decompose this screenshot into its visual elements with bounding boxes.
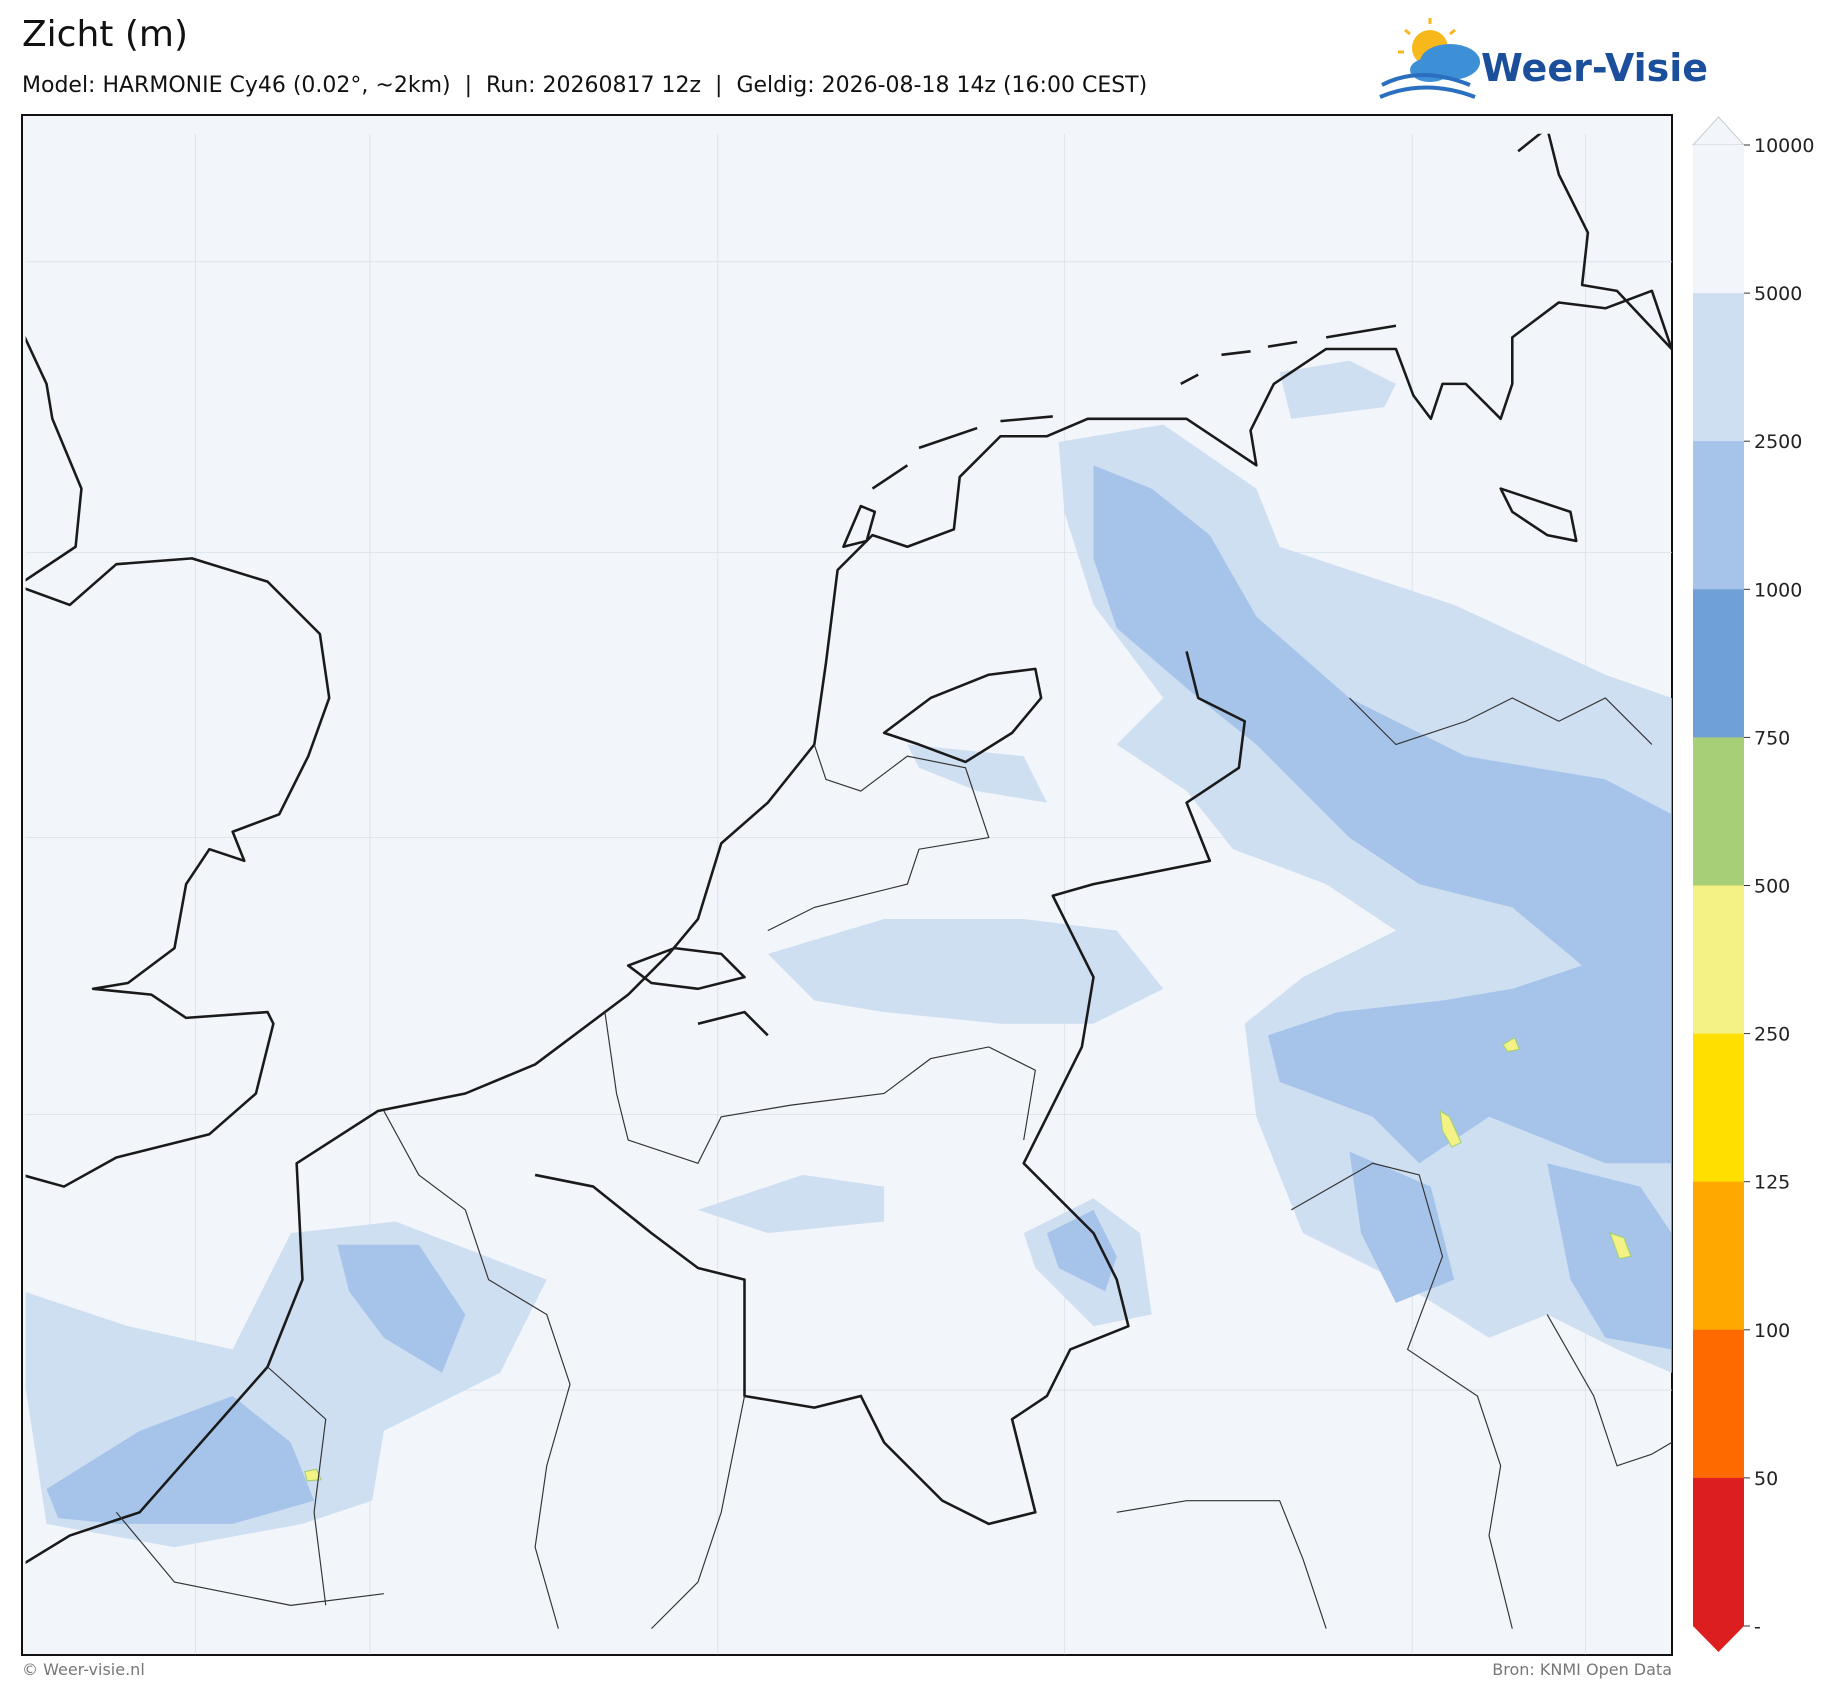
footer-right: Bron: KNMI Open Data (1492, 1660, 1672, 1679)
colorbar-segment (1693, 441, 1744, 590)
colorbar-tick-label: 5000 (1754, 283, 1802, 305)
map (21, 114, 1673, 1656)
colorbar-segment (1693, 737, 1744, 886)
colorbar-tick-label: 1000 (1754, 579, 1802, 601)
colorbar-segment (1693, 145, 1744, 294)
colorbar-bottom-label: - (1754, 1616, 1761, 1638)
logo-text: Weer-Visie (1481, 46, 1708, 90)
colorbar-extend-bottom (1693, 1626, 1744, 1652)
colorbar-extend-top (1691, 116, 1746, 146)
colorbar-tick-label: 250 (1754, 1024, 1790, 1046)
colorbar-tick-label: 10000 (1754, 135, 1814, 157)
colorbar: 10000 5000 2500 1000 750 500 250 125 100 50 - (1691, 116, 1814, 1652)
colorbar-tick-label: 2500 (1754, 431, 1802, 453)
subtitle: Model: HARMONIE Cy46 (0.02°, ~2km) | Run… (22, 73, 1147, 98)
title: Zicht (m) (22, 14, 188, 55)
colorbar-segment (1693, 1329, 1744, 1479)
colorbar-segment (1693, 293, 1744, 442)
logo: Weer-Visie (1379, 18, 1708, 99)
colorbar-segment (1693, 1181, 1744, 1331)
colorbar-tick-label: 500 (1754, 876, 1790, 898)
footer-left: © Weer-visie.nl (22, 1660, 145, 1679)
colorbar-tick-label: 100 (1754, 1320, 1790, 1342)
colorbar-tick-label: 125 (1754, 1172, 1790, 1194)
colorbar-segment (1693, 1033, 1744, 1183)
colorbar-segment (1693, 1477, 1744, 1627)
colorbar-tick-label: 750 (1754, 727, 1790, 749)
colorbar-segment (1693, 589, 1744, 738)
colorbar-segment (1693, 885, 1744, 1035)
colorbar-tick-label: 50 (1754, 1468, 1778, 1490)
